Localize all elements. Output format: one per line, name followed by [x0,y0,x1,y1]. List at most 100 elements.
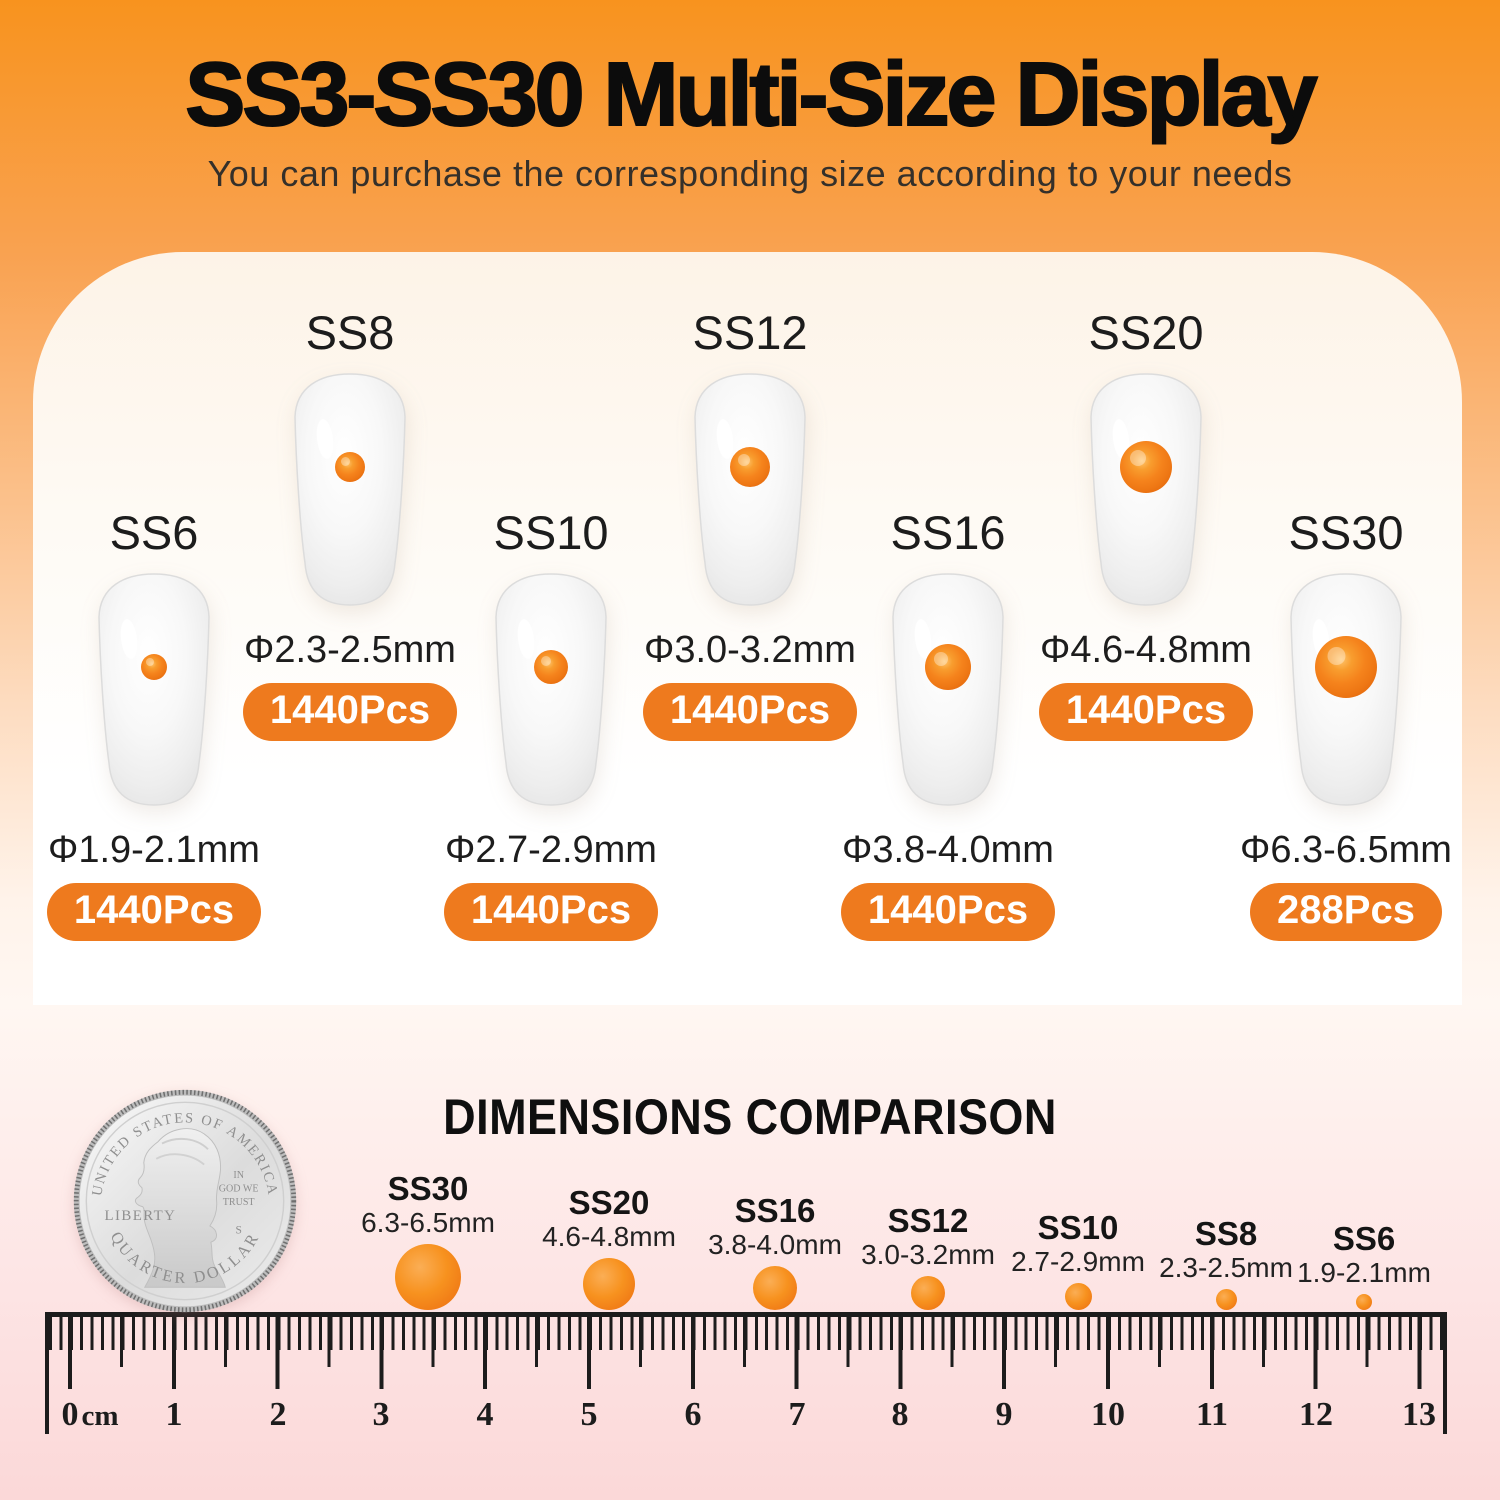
rhinestone-gem [730,447,770,487]
size-name: SS6 [109,506,199,559]
size-diameter: Φ3.8-4.0mm [842,829,1054,871]
size-name: SS10 [493,506,609,559]
size-diameter: Φ2.7-2.9mm [445,829,657,871]
coin-reeded-edge [73,1089,297,1313]
coin-mint-mark: S [235,1225,241,1237]
comparison-heading: DIMENSIONS COMPARISON [443,1089,1057,1145]
pieces-badge: 1440Pcs [242,683,458,741]
dot-column-ss30: SS30 6.3-6.5mm [348,1170,508,1310]
nail-tip-photo [1090,373,1202,606]
size-diameter: Φ2.3-2.5mm [244,629,456,671]
size-diameter: Φ3.0-3.2mm [644,629,856,671]
size-diameter: Φ4.6-4.8mm [1040,629,1252,671]
ruler-cm-ticks [68,1317,1424,1389]
pieces-badge: 288Pcs [1250,883,1442,941]
rhinestone-dot [1215,1289,1237,1310]
ruler-edge-left [45,1312,49,1434]
size-card-ss30: SS30 Φ6.3-6.5mm 288Pcs [1216,505,1476,941]
ruler-number: 6 [684,1396,702,1433]
ruler-number: 12 [1299,1396,1333,1433]
ruler-unit: cm [81,1400,119,1432]
ruler-number: 0 [61,1396,79,1433]
gloss-highlight [716,419,734,459]
dot-size-range: 2.7-2.9mm [1011,1246,1145,1277]
ruler: 0 cm 1 2 3 4 5 6 7 8 9 10 11 12 13 [45,1312,1447,1500]
size-name: SS16 [890,506,1006,559]
size-name: SS8 [305,306,395,359]
gloss-highlight [1112,419,1130,459]
rhinestone-gem [925,644,971,690]
hair-detail [161,1137,209,1150]
size-card-ss6: SS6 Φ1.9-2.1mm 1440Pcs [24,505,284,941]
rhinestone-dot [753,1266,797,1310]
rhinestone-dot [395,1244,461,1310]
rhinestone-dot [1356,1294,1372,1310]
nail-tip-photo [694,373,806,606]
ruler-number: 5 [580,1396,598,1433]
nail-tip-photo [495,573,607,806]
rhinestone-gem [335,452,365,482]
dot-size-name: SS6 [1332,1220,1396,1257]
quarter-coin: UNITED STATES OF AMERICA QUARTER DOLLAR … [73,1089,297,1313]
size-diameter: Φ6.3-6.5mm [1240,829,1452,871]
dot-size-name: SS10 [1037,1209,1119,1246]
dot-size-name: SS20 [568,1184,650,1221]
gloss-highlight [120,619,138,659]
size-card-ss8: SS8 Φ2.3-2.5mm 1440Pcs [220,305,480,741]
coin-liberty-text: LIBERTY [105,1208,177,1224]
ruler-number: 3 [372,1396,390,1433]
ruler-number: 1 [165,1396,183,1433]
ruler-number: 13 [1402,1396,1436,1433]
rhinestone-gem [534,650,568,684]
ruler-number: 10 [1091,1396,1125,1433]
size-name: SS12 [692,306,808,359]
rhinestone-dot [583,1258,635,1310]
size-card-ss20: SS20 Φ4.6-4.8mm 1440Pcs [1016,305,1276,741]
size-card-ss12: SS12 Φ3.0-3.2mm 1440Pcs [620,305,880,741]
nail-tip-photo [98,573,210,806]
rhinestone-dot [911,1276,945,1310]
coin-motto-line2: GOD WE [219,1183,259,1194]
dot-size-range: 4.6-4.8mm [542,1221,676,1252]
rhinestone-dot [1064,1283,1092,1310]
dot-size-name: SS8 [1194,1215,1258,1252]
pieces-badge: 1440Pcs [642,683,858,741]
rhinestone-gem [141,654,167,680]
dot-column-ss6: SS6 1.9-2.1mm [1284,1170,1444,1310]
dot-size-range: 3.0-3.2mm [861,1239,995,1270]
ruler-number: 8 [891,1396,909,1433]
size-card-ss16: SS16 Φ3.8-4.0mm 1440Pcs [818,505,1078,941]
ruler-edge-right [1443,1312,1447,1434]
gloss-highlight [914,619,932,659]
dot-column-ss16: SS16 3.8-4.0mm [695,1170,855,1310]
dot-size-name: SS12 [887,1202,969,1239]
pieces-badge: 1440Pcs [840,883,1056,941]
rhinestone-gem [1120,441,1172,493]
dot-size-name: SS30 [387,1170,469,1207]
dot-column-ss20: SS20 4.6-4.8mm [529,1170,689,1310]
ruler-number: 2 [269,1396,287,1433]
washington-profile [134,1128,226,1288]
header: SS3-SS30 Multi-Size Display You can purc… [0,0,1500,195]
size-name: SS20 [1088,306,1204,359]
pieces-badge: 1440Pcs [1038,683,1254,741]
dot-column-ss10: SS10 2.7-2.9mm [998,1170,1158,1310]
ruler-number: 11 [1195,1396,1229,1433]
dot-size-range: 2.3-2.5mm [1159,1252,1293,1283]
gloss-highlight [517,619,535,659]
coin-motto-line1: IN [233,1170,244,1181]
nail-tip-photo [294,373,406,606]
nail-tip-photo [1290,573,1402,806]
dot-size-range: 1.9-2.1mm [1297,1257,1431,1288]
rhinestone-gem [1315,636,1377,698]
coin-motto-line3: TRUST [223,1197,255,1208]
ruler-number: 4 [476,1396,494,1433]
pieces-badge: 1440Pcs [443,883,659,941]
page-title: SS3-SS30 Multi-Size Display [184,45,1318,145]
dot-column-ss12: SS12 3.0-3.2mm [848,1170,1008,1310]
page-subtitle: You can purchase the corresponding size … [207,152,1293,194]
size-name: SS30 [1288,506,1404,559]
dot-size-name: SS16 [734,1192,816,1229]
ruler-edge-top [45,1312,1447,1317]
